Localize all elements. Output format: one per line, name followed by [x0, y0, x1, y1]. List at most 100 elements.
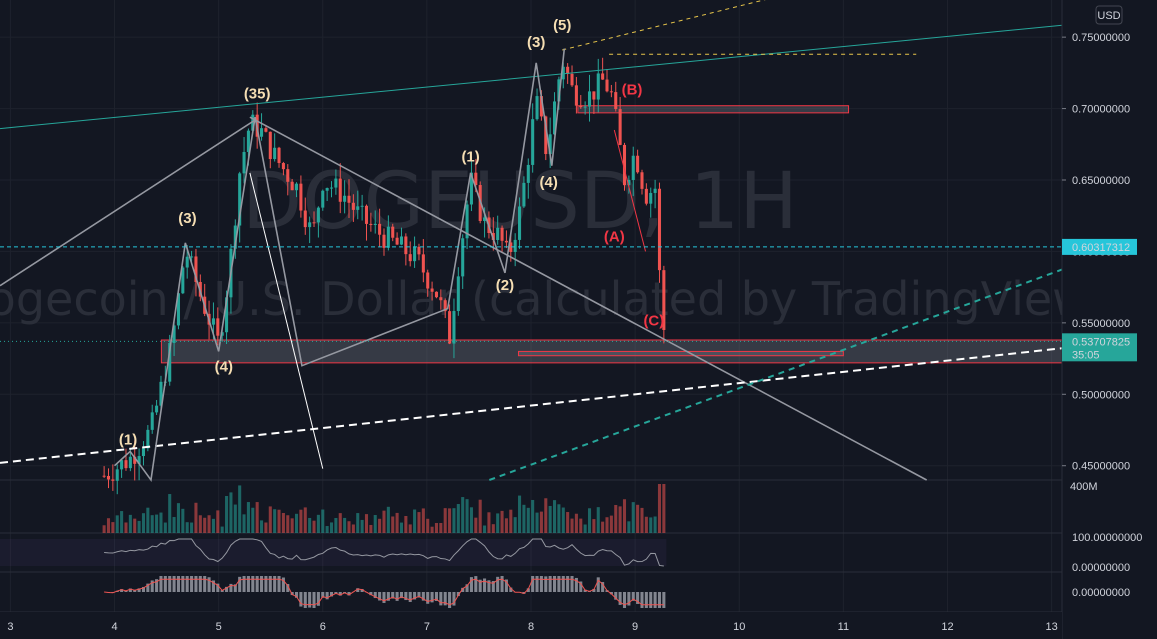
teal-upper-trend[interactable]	[0, 23, 1073, 130]
candle[interactable]	[657, 182, 662, 283]
candle[interactable]	[303, 197, 307, 235]
candle[interactable]	[426, 269, 430, 297]
candle[interactable]	[347, 179, 351, 218]
inner-support[interactable]	[518, 350, 844, 357]
candle[interactable]	[640, 169, 644, 195]
candle[interactable]	[627, 175, 631, 194]
candle[interactable]	[452, 298, 456, 359]
candle[interactable]	[461, 234, 465, 289]
candle[interactable]	[631, 146, 635, 197]
candle[interactable]	[233, 219, 237, 259]
white-projection[interactable]	[249, 172, 324, 469]
candle[interactable]	[141, 441, 146, 466]
candle[interactable]	[391, 223, 395, 242]
elliott-wave-path[interactable]	[113, 48, 566, 483]
candle[interactable]	[360, 194, 364, 221]
candle[interactable]	[649, 187, 653, 218]
candle[interactable]	[614, 81, 618, 112]
candle[interactable]	[592, 91, 596, 114]
candle[interactable]	[469, 156, 473, 212]
candle[interactable]	[522, 176, 526, 208]
candle[interactable]	[513, 233, 517, 267]
ref-line-price-tag[interactable]: 0.60317312	[1062, 238, 1137, 255]
price-axis[interactable]: 0.450000000.500000000.550000000.60000000…	[1061, 0, 1157, 639]
rsi-pane[interactable]	[0, 538, 667, 567]
candle[interactable]	[369, 212, 373, 232]
candle[interactable]	[364, 204, 369, 241]
gray-left-trend[interactable]	[0, 119, 256, 287]
candle[interactable]	[605, 69, 609, 93]
candle[interactable]	[504, 230, 508, 249]
candle[interactable]	[456, 267, 460, 316]
candle[interactable]	[526, 158, 530, 199]
candle[interactable]	[378, 208, 382, 248]
candle[interactable]	[535, 88, 539, 121]
candle[interactable]	[277, 146, 281, 168]
currency-badge[interactable]: USD	[1095, 5, 1123, 25]
candle[interactable]	[574, 76, 578, 114]
candle[interactable]	[448, 304, 452, 345]
candle[interactable]	[531, 103, 535, 173]
candle[interactable]	[636, 149, 640, 174]
candle[interactable]	[373, 210, 377, 234]
volume-pane[interactable]	[102, 484, 666, 533]
candle[interactable]	[596, 58, 600, 113]
candle[interactable]	[518, 197, 522, 249]
candle[interactable]	[155, 399, 159, 416]
candle[interactable]	[321, 189, 325, 211]
candle[interactable]	[176, 290, 180, 330]
candle[interactable]	[242, 137, 246, 184]
candle[interactable]	[329, 181, 334, 198]
candle[interactable]	[587, 74, 592, 122]
candle[interactable]	[294, 182, 299, 198]
candle[interactable]	[413, 236, 417, 268]
candle[interactable]	[111, 464, 115, 491]
trendlines[interactable]	[0, 0, 1073, 483]
candle[interactable]	[343, 180, 347, 214]
candle[interactable]	[338, 163, 342, 214]
candle[interactable]	[386, 215, 390, 251]
candle[interactable]	[168, 334, 172, 386]
candle[interactable]	[465, 200, 469, 250]
candle[interactable]	[238, 171, 242, 243]
candle[interactable]	[553, 92, 557, 136]
candle[interactable]	[260, 113, 264, 141]
candle[interactable]	[404, 233, 408, 266]
candle[interactable]	[334, 169, 338, 195]
candle[interactable]	[316, 206, 320, 238]
candle[interactable]	[216, 307, 220, 346]
candle[interactable]	[356, 190, 360, 220]
candle[interactable]	[308, 216, 312, 244]
candle[interactable]	[124, 448, 128, 471]
candle[interactable]	[421, 239, 425, 283]
candle[interactable]	[281, 161, 285, 176]
candle[interactable]	[561, 62, 565, 89]
yellow-dashed-upper[interactable]	[562, 0, 781, 51]
candle[interactable]	[622, 142, 627, 191]
candle[interactable]	[570, 65, 574, 87]
candle[interactable]	[662, 265, 666, 344]
candle[interactable]	[399, 227, 404, 246]
candle[interactable]	[351, 194, 355, 222]
resistance-zone[interactable]	[577, 105, 850, 114]
candle[interactable]	[439, 289, 443, 310]
candle[interactable]	[417, 243, 421, 261]
candle[interactable]	[290, 178, 294, 191]
candle[interactable]	[312, 211, 316, 228]
candle[interactable]	[434, 291, 438, 299]
candle[interactable]	[609, 84, 613, 98]
candle[interactable]	[395, 232, 399, 245]
candle[interactable]	[325, 187, 329, 202]
candle[interactable]	[115, 464, 119, 495]
candle[interactable]	[430, 281, 434, 301]
candle[interactable]	[653, 179, 657, 209]
candle[interactable]	[102, 466, 106, 478]
candle[interactable]	[443, 298, 447, 319]
candle[interactable]	[579, 95, 583, 109]
candle[interactable]	[500, 225, 504, 253]
teal-dashed-channel[interactable]	[489, 264, 1073, 481]
candle[interactable]	[382, 228, 386, 256]
candle[interactable]	[299, 175, 303, 218]
